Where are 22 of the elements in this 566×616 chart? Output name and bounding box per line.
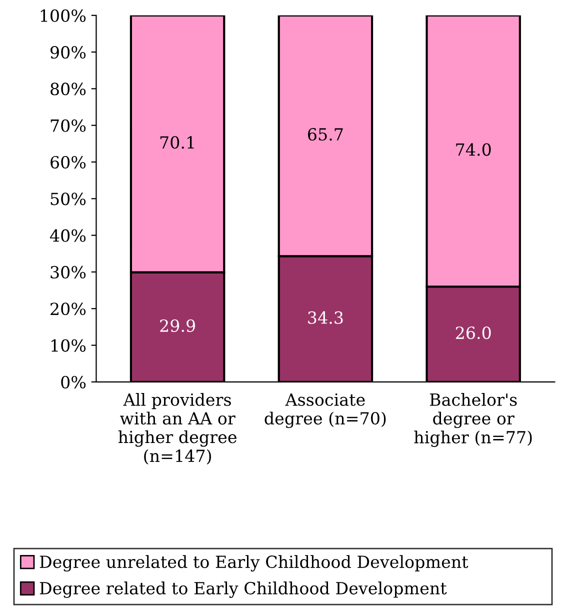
y-tick-label: 80% (50, 82, 86, 96)
data-label: 29.9 (160, 319, 195, 332)
legend-label: Degree unrelated to Early Childhood Development (40, 555, 468, 572)
y-tick-label: 30% (50, 266, 86, 279)
y-tick-label: 0% (61, 376, 86, 388)
data-label: 70.1 (160, 136, 194, 149)
data-label: 34.3 (308, 311, 343, 324)
y-tick-label: 20% (50, 302, 86, 316)
y-tick-label: 100% (40, 9, 86, 22)
legend-label: Degree related to Early Childhood Development (40, 582, 447, 598)
data-label: 74.0 (456, 143, 491, 156)
y-tick-label: 10% (51, 339, 86, 352)
x-tick-label: Bachelor's degree or higher (n=77) (414, 393, 532, 447)
x-tick-label: Associate degree (n=70) (264, 393, 386, 428)
y-tick-label: 70% (50, 119, 86, 132)
y-tick-label: 60% (50, 156, 86, 169)
data-label: 65.7 (308, 128, 343, 141)
data-label: 26.0 (456, 326, 491, 340)
y-tick-label: 40% (50, 229, 86, 242)
y-tick-label: 90% (50, 46, 86, 59)
x-tick-label: All providers with an AA or higher degree (n=147) (118, 393, 236, 465)
y-tick-label: 50% (50, 192, 86, 206)
